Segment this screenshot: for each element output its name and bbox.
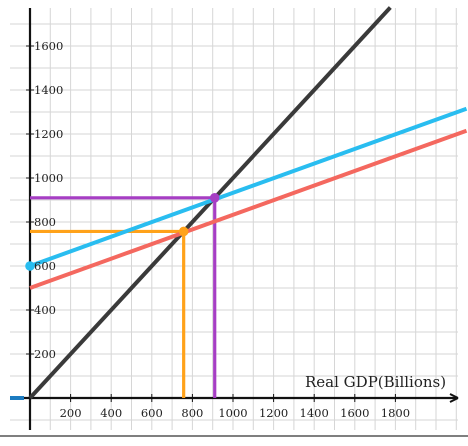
y-tick-label: 1000	[34, 171, 63, 185]
data-point	[209, 193, 220, 203]
y-tick-label: 800	[34, 215, 56, 229]
series-lines	[28, 6, 468, 400]
series-line	[29, 106, 468, 268]
x-tick-label: 1400	[300, 406, 329, 420]
y-tick-label: 1600	[34, 39, 63, 53]
data-point	[178, 226, 189, 237]
x-tick-label: 800	[181, 406, 203, 420]
x-tick-label: 1800	[381, 406, 410, 420]
y-tick-label: 1400	[34, 83, 63, 97]
y-tick-label: 200	[34, 347, 56, 361]
x-axis-title: Real GDP(Billions)	[305, 373, 446, 391]
x-tick-label: 1200	[259, 406, 288, 420]
y-tick-label: 600	[34, 259, 56, 273]
x-tick-label: 200	[60, 406, 82, 420]
x-tick-label: 1000	[218, 406, 247, 420]
series-line	[29, 128, 468, 290]
x-axis-arrow	[449, 393, 459, 403]
x-tick-label: 1600	[340, 406, 369, 420]
tick-labels: 200 400 600 800 1000 1200 1400 1600 1800 200 400 60…	[34, 39, 410, 420]
y-tick-label: 1200	[34, 127, 63, 141]
data-point	[25, 261, 35, 271]
y-tick-label: 400	[34, 303, 56, 317]
x-tick-label: 400	[100, 406, 122, 420]
grid	[10, 8, 458, 430]
data-points	[25, 193, 220, 271]
x-tick-label: 600	[141, 406, 163, 420]
axes	[0, 8, 468, 437]
reference-lines	[30, 196, 217, 398]
